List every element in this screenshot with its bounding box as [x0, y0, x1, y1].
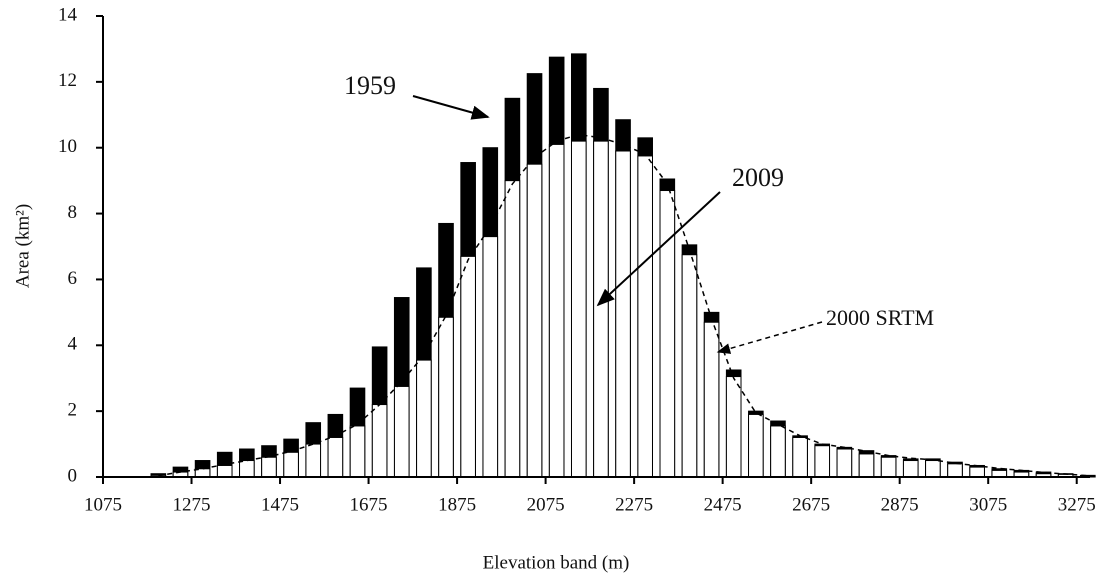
annotation: 2000 SRTM — [826, 305, 934, 330]
arrow — [716, 321, 823, 354]
bar — [615, 150, 631, 478]
bar — [261, 456, 277, 478]
bar — [327, 436, 344, 478]
bar — [239, 460, 255, 478]
x-tick-label: 1875 — [438, 494, 476, 515]
bar — [416, 359, 432, 478]
x-tick-label: 2075 — [527, 494, 565, 515]
bar — [770, 425, 786, 478]
bar — [438, 316, 454, 478]
line — [158, 133, 1088, 477]
y-axis-label: Area (km²) — [12, 204, 33, 288]
x-tick-label: 1075 — [84, 494, 122, 515]
x-tick-label: 3075 — [969, 494, 1007, 515]
bar — [836, 448, 853, 478]
bar — [880, 456, 897, 478]
bar — [283, 451, 299, 478]
bar — [814, 445, 831, 478]
y-tick-label: 14 — [58, 4, 78, 25]
x-tick-label: 2875 — [881, 494, 919, 515]
x-tick-label: 2275 — [615, 494, 653, 515]
bar — [725, 376, 742, 478]
arrow — [596, 191, 721, 307]
x-tick-label: 2675 — [792, 494, 830, 515]
bar — [349, 425, 366, 478]
bar — [969, 466, 985, 478]
bar — [593, 140, 609, 478]
bar — [371, 404, 388, 478]
bar — [925, 460, 941, 478]
x-tick-label: 1275 — [173, 494, 211, 515]
bar — [548, 143, 565, 478]
bar — [637, 155, 653, 478]
bar — [570, 140, 587, 478]
y-tick-label: 4 — [68, 334, 78, 355]
arrow — [412, 95, 490, 120]
bar — [681, 254, 698, 478]
bar — [792, 436, 808, 478]
x-axis-label: Elevation band (m) — [483, 552, 630, 573]
bar — [526, 163, 543, 478]
bar — [482, 236, 499, 478]
bar — [858, 453, 875, 478]
annotation: 1959 — [344, 71, 396, 100]
bar — [504, 180, 521, 478]
annotation: 2009 — [732, 163, 784, 192]
bar — [947, 463, 963, 478]
y-tick-label: 8 — [68, 202, 78, 223]
bar — [659, 190, 676, 478]
bar — [902, 460, 919, 478]
bar — [393, 385, 410, 478]
y-tick-label: 6 — [68, 268, 78, 289]
y-tick-label: 0 — [68, 465, 78, 486]
bar — [305, 443, 322, 478]
bar — [748, 413, 764, 478]
x-tick-label: 1475 — [261, 494, 299, 515]
x-tick-label: 3275 — [1058, 494, 1096, 515]
y-tick-label: 12 — [58, 70, 77, 91]
plot-area: 0 2 4 6 8 10 12 14 1075 1275 1475 1675 1875 2075 2275 2… — [58, 4, 1096, 515]
x-tick-label: 2475 — [704, 494, 742, 515]
bar — [216, 464, 233, 478]
y-tick-label: 10 — [58, 136, 77, 157]
bar — [460, 255, 476, 478]
y-tick-label: 2 — [68, 400, 78, 421]
x-tick-label: 1675 — [350, 494, 388, 515]
bar — [703, 321, 720, 478]
